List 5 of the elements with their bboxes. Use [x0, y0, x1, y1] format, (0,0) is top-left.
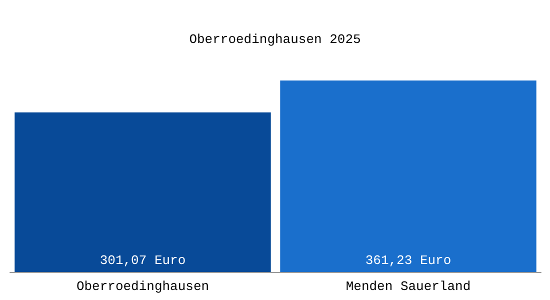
data-label: 301,07 Euro — [100, 253, 186, 268]
data-label: 361,23 Euro — [365, 253, 452, 268]
x-tick-label: Oberroedinghausen — [76, 279, 210, 294]
x-tick-label: Menden Sauerland — [346, 279, 471, 294]
chart-title: Oberroedinghausen 2025 — [189, 32, 361, 47]
